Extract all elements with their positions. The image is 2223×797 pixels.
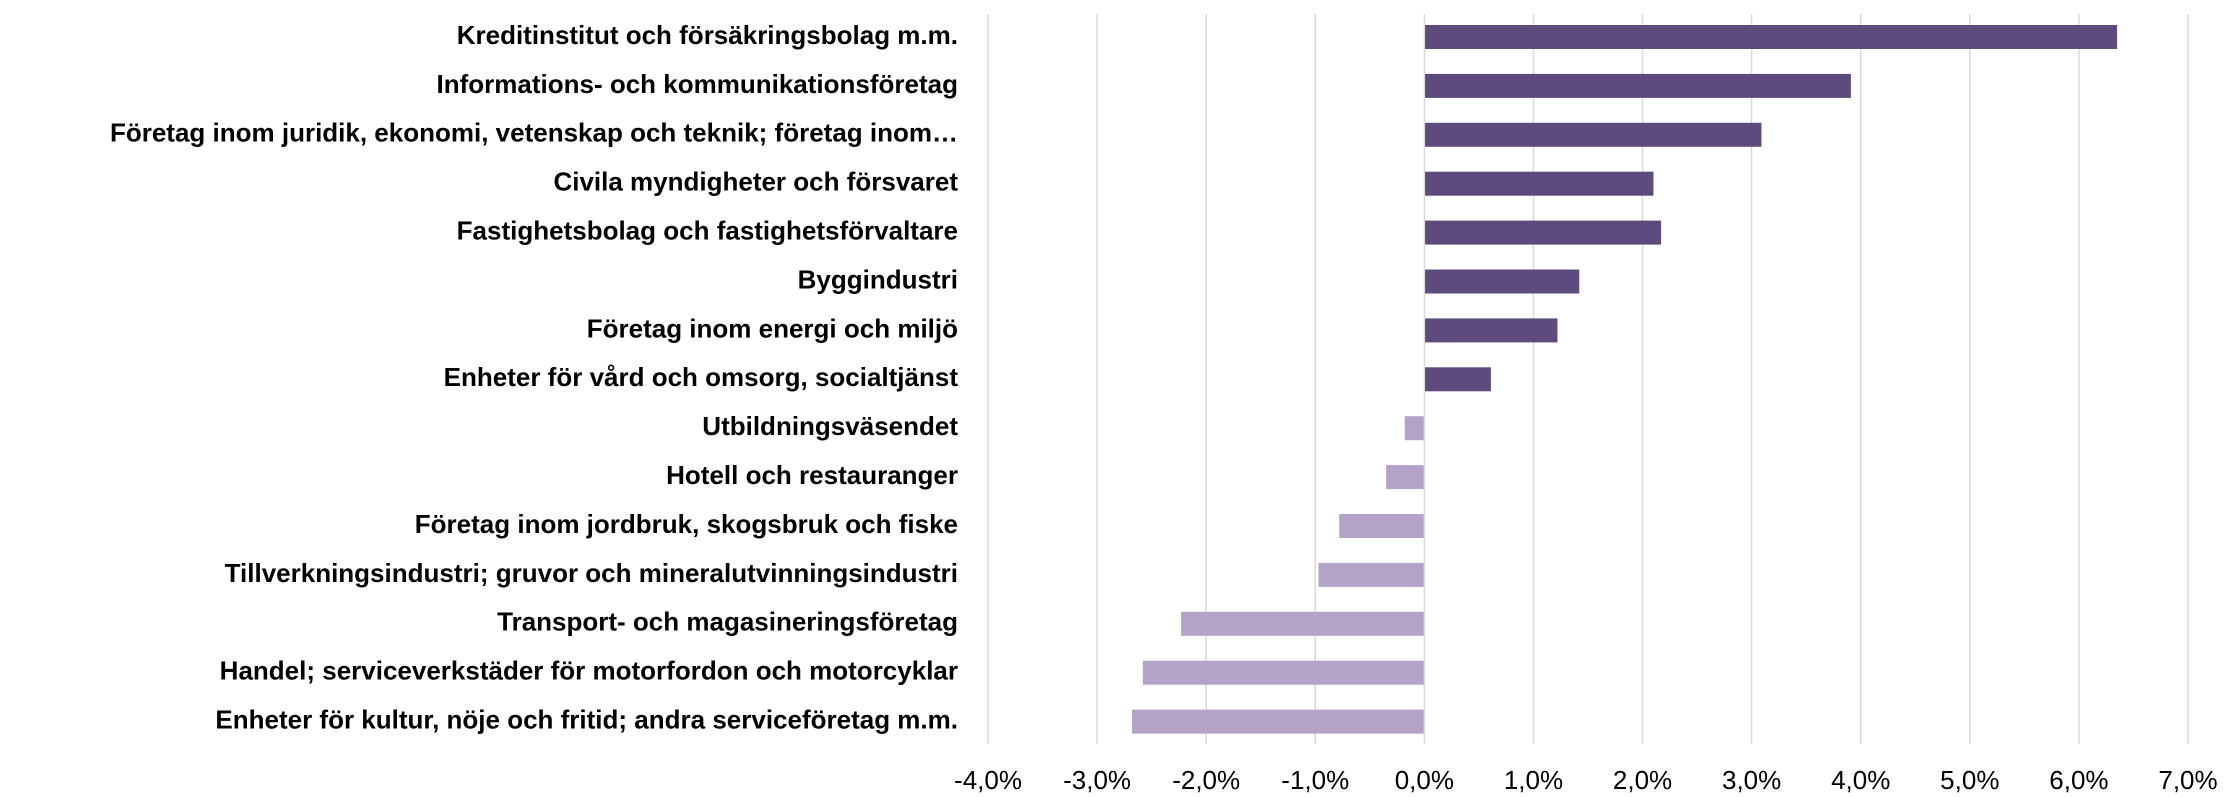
x-tick-label: 6,0% [2049,765,2108,795]
x-tick-label: 7,0% [2158,765,2217,795]
bar [1318,562,1425,587]
bar [1424,25,2118,49]
y-tick-label: Byggindustri [798,264,958,294]
bar [1142,660,1425,685]
y-tick-label: Företag inom energi och miljö [587,313,958,343]
y-tick-label: Utbildningsväsendet [702,411,958,441]
y-tick-label: Informations- och kommunikationsföretag [437,69,959,99]
bar [1424,318,1558,343]
y-tick-label: Civila myndigheter och försvaret [553,167,958,197]
y-tick-label: Fastighetsbolag och fastighetsförvaltare [457,215,958,245]
y-tick-label: Tillverkningsindustri; gruvor och minera… [225,558,958,588]
bar [1339,514,1425,538]
y-tick-label: Hotell och restauranger [666,460,958,490]
y-tick-label: Företag inom jordbruk, skogsbruk och fis… [415,509,958,539]
x-tick-label: 3,0% [1722,765,1781,795]
x-tick-label: 4,0% [1831,765,1890,795]
bar [1424,171,1654,196]
y-tick-label: Enheter för kultur, nöje och fritid; and… [215,704,958,734]
y-tick-label: Kreditinstitut och försäkringsbolag m.m. [457,20,958,50]
x-tick-label: 1,0% [1504,765,1563,795]
bar [1424,367,1491,392]
x-tick-label: -2,0% [1172,765,1240,795]
bar [1386,465,1425,490]
y-tick-label: Enheter för vård och omsorg, socialtjäns… [444,362,959,392]
bar [1132,709,1425,734]
x-tick-label: 5,0% [1940,765,1999,795]
y-tick-label: Företag inom juridik, ekonomi, vetenskap… [110,118,958,148]
y-tick-label: Handel; serviceverkstäder för motorfordo… [220,656,958,686]
bar [1424,269,1580,294]
bar [1404,416,1425,441]
x-tick-label: 0,0% [1395,765,1454,795]
x-tick-label: -3,0% [1063,765,1131,795]
y-tick-label: Transport- och magasineringsföretag [497,607,958,637]
bar [1181,611,1425,636]
bar [1424,73,1851,98]
x-tick-label: 2,0% [1613,765,1672,795]
bar [1424,220,1662,245]
x-tick-label: -1,0% [1281,765,1349,795]
bar [1424,122,1762,147]
x-tick-label: -4,0% [954,765,1022,795]
